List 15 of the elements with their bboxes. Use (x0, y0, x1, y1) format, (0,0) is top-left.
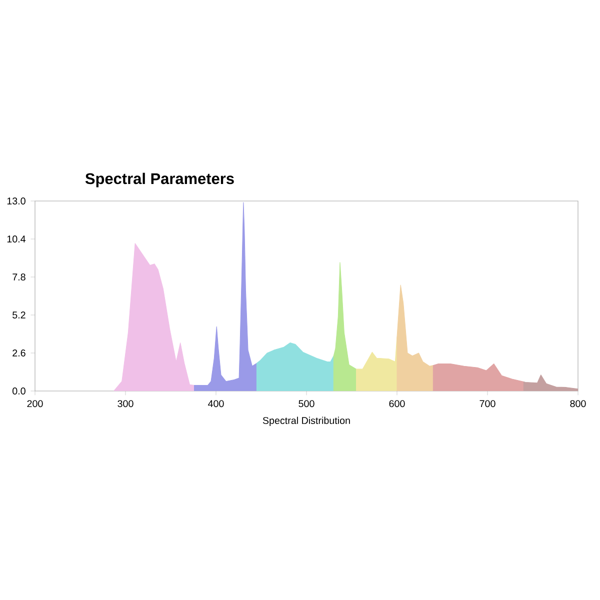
x-tick-label: 400 (208, 400, 224, 408)
y-tick-label: 13.0 (7, 198, 26, 204)
x-tick-label: 500 (298, 400, 314, 408)
x-axis-title: Spectral Distribution (262, 416, 350, 426)
chart-title: Spectral Parameters (85, 172, 234, 188)
x-tick-label: 200 (27, 400, 43, 408)
y-tick-label: 2.6 (12, 350, 26, 356)
x-tick-label: 800 (570, 400, 586, 408)
y-tick-label: 5.2 (12, 312, 26, 318)
y-tick-label: 10.4 (7, 236, 26, 242)
x-tick-label: 600 (389, 400, 405, 408)
x-tick-label: 700 (480, 400, 496, 408)
x-tick-label: 300 (118, 400, 134, 408)
y-tick-label: 7.8 (12, 274, 26, 280)
y-tick-label: 0.0 (12, 388, 26, 394)
